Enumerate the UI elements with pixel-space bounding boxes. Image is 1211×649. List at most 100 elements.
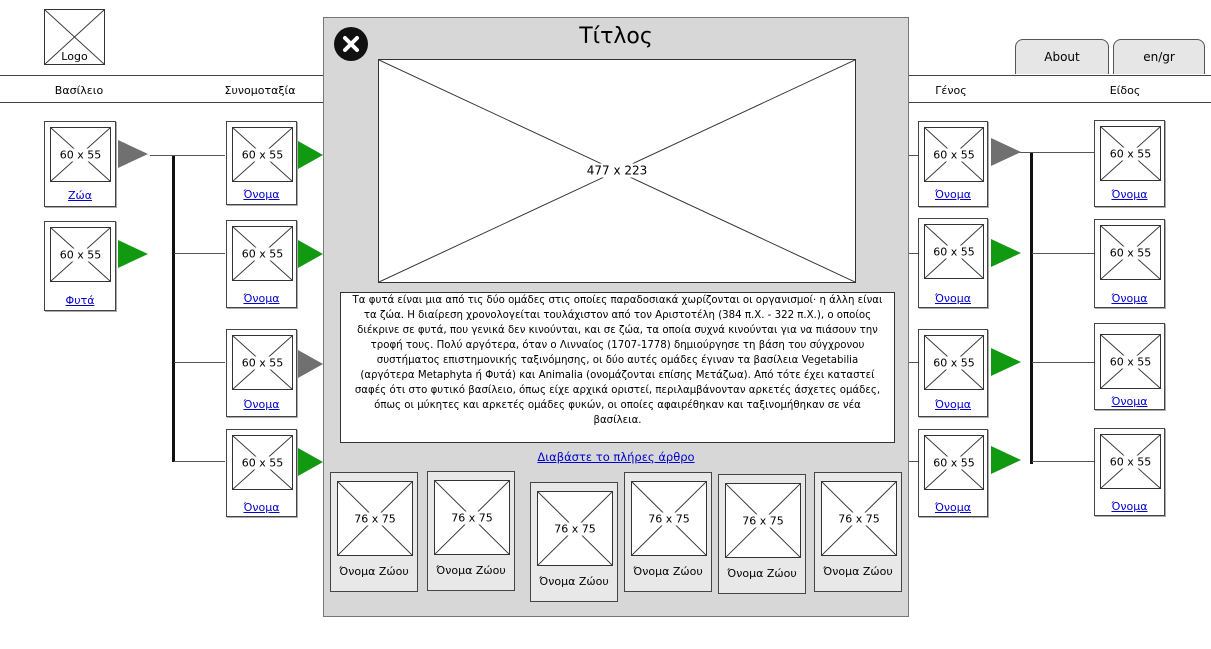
read-full-article-link[interactable]: Διαβάστε το πλήρες άρθρο <box>537 450 695 464</box>
expand-arrow-icon[interactable] <box>118 140 148 168</box>
kingdom-card-plants[interactable]: 60 x 55 Φυτά <box>44 221 116 311</box>
genus-3-link[interactable]: Όνομα <box>934 398 972 411</box>
animal-card-6[interactable]: 76 x 75 Όνομα Ζώου <box>814 472 902 592</box>
phylum-1-image: 60 x 55 <box>232 127 293 182</box>
animal-5-image: 76 x 75 <box>725 483 801 558</box>
animal-3-name: Όνομα Ζώου <box>539 575 609 588</box>
expand-arrow-icon[interactable] <box>991 348 1021 376</box>
animal-3-image: 76 x 75 <box>537 491 613 566</box>
phylum-card-2[interactable]: 60 x 55 Όνομα <box>226 220 297 308</box>
genus-3-image: 60 x 55 <box>924 335 984 390</box>
phylum-1-link[interactable]: Όνομα <box>243 188 280 201</box>
expand-arrow-icon[interactable] <box>991 446 1021 474</box>
genus-card-4[interactable]: 60 x 55 Όνομα <box>918 429 988 517</box>
genus-card-2[interactable]: 60 x 55 Όνομα <box>918 218 988 308</box>
tree-branch-right-1 <box>1019 152 1094 153</box>
phylum-card-1[interactable]: 60 x 55 Όνομα <box>226 121 297 205</box>
animal-1-name: Όνομα Ζώου <box>339 565 409 578</box>
image-size-label: 477 x 223 <box>585 163 649 178</box>
tree-branch-right-2 <box>1032 253 1094 254</box>
genus-2-link[interactable]: Όνομα <box>934 292 972 305</box>
image-size-label: 76 x 75 <box>450 511 494 524</box>
expand-arrow-icon[interactable] <box>991 239 1021 267</box>
logo[interactable]: Logo <box>44 9 105 65</box>
phylum-4-link[interactable]: Όνομα <box>243 501 280 514</box>
species-card-1[interactable]: 60 x 55 Όνομα <box>1094 120 1165 207</box>
expand-arrow-icon[interactable] <box>118 240 148 268</box>
phylum-card-3[interactable]: 60 x 55 Όνομα <box>226 329 297 417</box>
species-3-link[interactable]: Όνομα <box>1111 395 1148 408</box>
detail-modal: Τίτλος 477 x 223 Τα φυτά είναι μια από τ… <box>323 17 909 617</box>
expand-arrow-icon[interactable] <box>298 141 323 169</box>
image-size-label: 60 x 55 <box>1108 355 1153 368</box>
animal-5-name: Όνομα Ζώου <box>727 567 797 580</box>
tree-branch-left-4 <box>174 461 225 462</box>
phylum-3-image: 60 x 55 <box>232 335 293 390</box>
image-size-label: 76 x 75 <box>647 512 691 525</box>
species-2-image: 60 x 55 <box>1100 225 1161 280</box>
species-card-3[interactable]: 60 x 55 Όνομα <box>1094 323 1165 410</box>
species-4-link[interactable]: Όνομα <box>1111 500 1148 513</box>
modal-description: Τα φυτά είναι μια από τις δύο ομάδες στι… <box>340 292 895 443</box>
animal-2-name: Όνομα Ζώου <box>436 564 506 577</box>
animal-4-image: 76 x 75 <box>631 481 707 556</box>
tree-line-right <box>1030 152 1033 464</box>
tree-branch-genus-4 <box>908 461 918 462</box>
expand-arrow-icon[interactable] <box>991 138 1021 166</box>
animal-card-5[interactable]: 76 x 75 Όνομα Ζώου <box>718 474 806 594</box>
tree-branch-genus-2 <box>908 253 918 254</box>
tree-line-left <box>172 156 175 462</box>
species-4-image: 60 x 55 <box>1100 434 1161 489</box>
animal-card-3[interactable]: 76 x 75 Όνομα Ζώου <box>530 482 618 602</box>
image-size-label: 60 x 55 <box>240 148 285 161</box>
phylum-3-link[interactable]: Όνομα <box>243 398 280 411</box>
column-header-kingdom: Βασίλειο <box>54 84 104 97</box>
species-3-image: 60 x 55 <box>1100 334 1161 389</box>
expand-arrow-icon[interactable] <box>298 448 323 476</box>
species-card-4[interactable]: 60 x 55 Όνομα <box>1094 428 1165 516</box>
kingdom-plants-image: 60 x 55 <box>50 227 111 282</box>
animal-card-1[interactable]: 76 x 75 Όνομα Ζώου <box>330 472 418 592</box>
tree-branch-left-1 <box>150 155 225 156</box>
close-button[interactable] <box>334 27 368 61</box>
image-size-label: 60 x 55 <box>240 456 285 469</box>
image-size-label: 60 x 55 <box>932 356 976 369</box>
column-header-species: Είδος <box>1109 84 1141 97</box>
animal-card-2[interactable]: 76 x 75 Όνομα Ζώου <box>427 471 515 591</box>
animal-1-image: 76 x 75 <box>337 481 413 556</box>
animal-4-name: Όνομα Ζώου <box>633 565 703 578</box>
image-size-label: 60 x 55 <box>1108 246 1153 259</box>
expand-arrow-icon[interactable] <box>298 350 323 378</box>
phylum-4-image: 60 x 55 <box>232 435 293 490</box>
species-2-link[interactable]: Όνομα <box>1111 292 1148 305</box>
animal-6-name: Όνομα Ζώου <box>823 565 893 578</box>
expand-arrow-icon[interactable] <box>298 240 323 268</box>
species-1-link[interactable]: Όνομα <box>1111 188 1148 201</box>
genus-4-image: 60 x 55 <box>924 435 984 490</box>
genus-2-image: 60 x 55 <box>924 224 984 279</box>
kingdom-animals-image: 60 x 55 <box>50 127 111 182</box>
genus-card-1[interactable]: 60 x 55 Όνομα <box>918 121 988 207</box>
tree-branch-genus-1 <box>908 155 918 156</box>
genus-4-link[interactable]: Όνομα <box>934 501 972 514</box>
image-size-label: 60 x 55 <box>58 248 103 261</box>
tree-branch-right-3 <box>1032 362 1094 363</box>
phylum-card-4[interactable]: 60 x 55 Όνομα <box>226 429 297 517</box>
image-size-label: 60 x 55 <box>240 247 285 260</box>
phylum-2-link[interactable]: Όνομα <box>243 292 280 305</box>
tab-about[interactable]: About <box>1015 39 1109 74</box>
tree-branch-left-2 <box>174 253 225 254</box>
kingdom-plants-link[interactable]: Φυτά <box>65 294 95 307</box>
genus-card-3[interactable]: 60 x 55 Όνομα <box>918 329 988 417</box>
tree-branch-left-3 <box>174 362 225 363</box>
image-size-label: 76 x 75 <box>741 514 785 527</box>
species-card-2[interactable]: 60 x 55 Όνομα <box>1094 219 1165 308</box>
kingdom-animals-link[interactable]: Ζώα <box>68 189 92 202</box>
image-size-label: 76 x 75 <box>837 512 881 525</box>
tab-language[interactable]: en/gr <box>1113 39 1205 74</box>
kingdom-card-animals[interactable]: 60 x 55 Ζώα <box>44 121 116 207</box>
animal-card-4[interactable]: 76 x 75 Όνομα Ζώου <box>624 472 712 592</box>
tree-branch-right-4 <box>1032 461 1094 462</box>
image-size-label: 60 x 55 <box>58 148 103 161</box>
genus-1-link[interactable]: Όνομα <box>934 188 972 201</box>
